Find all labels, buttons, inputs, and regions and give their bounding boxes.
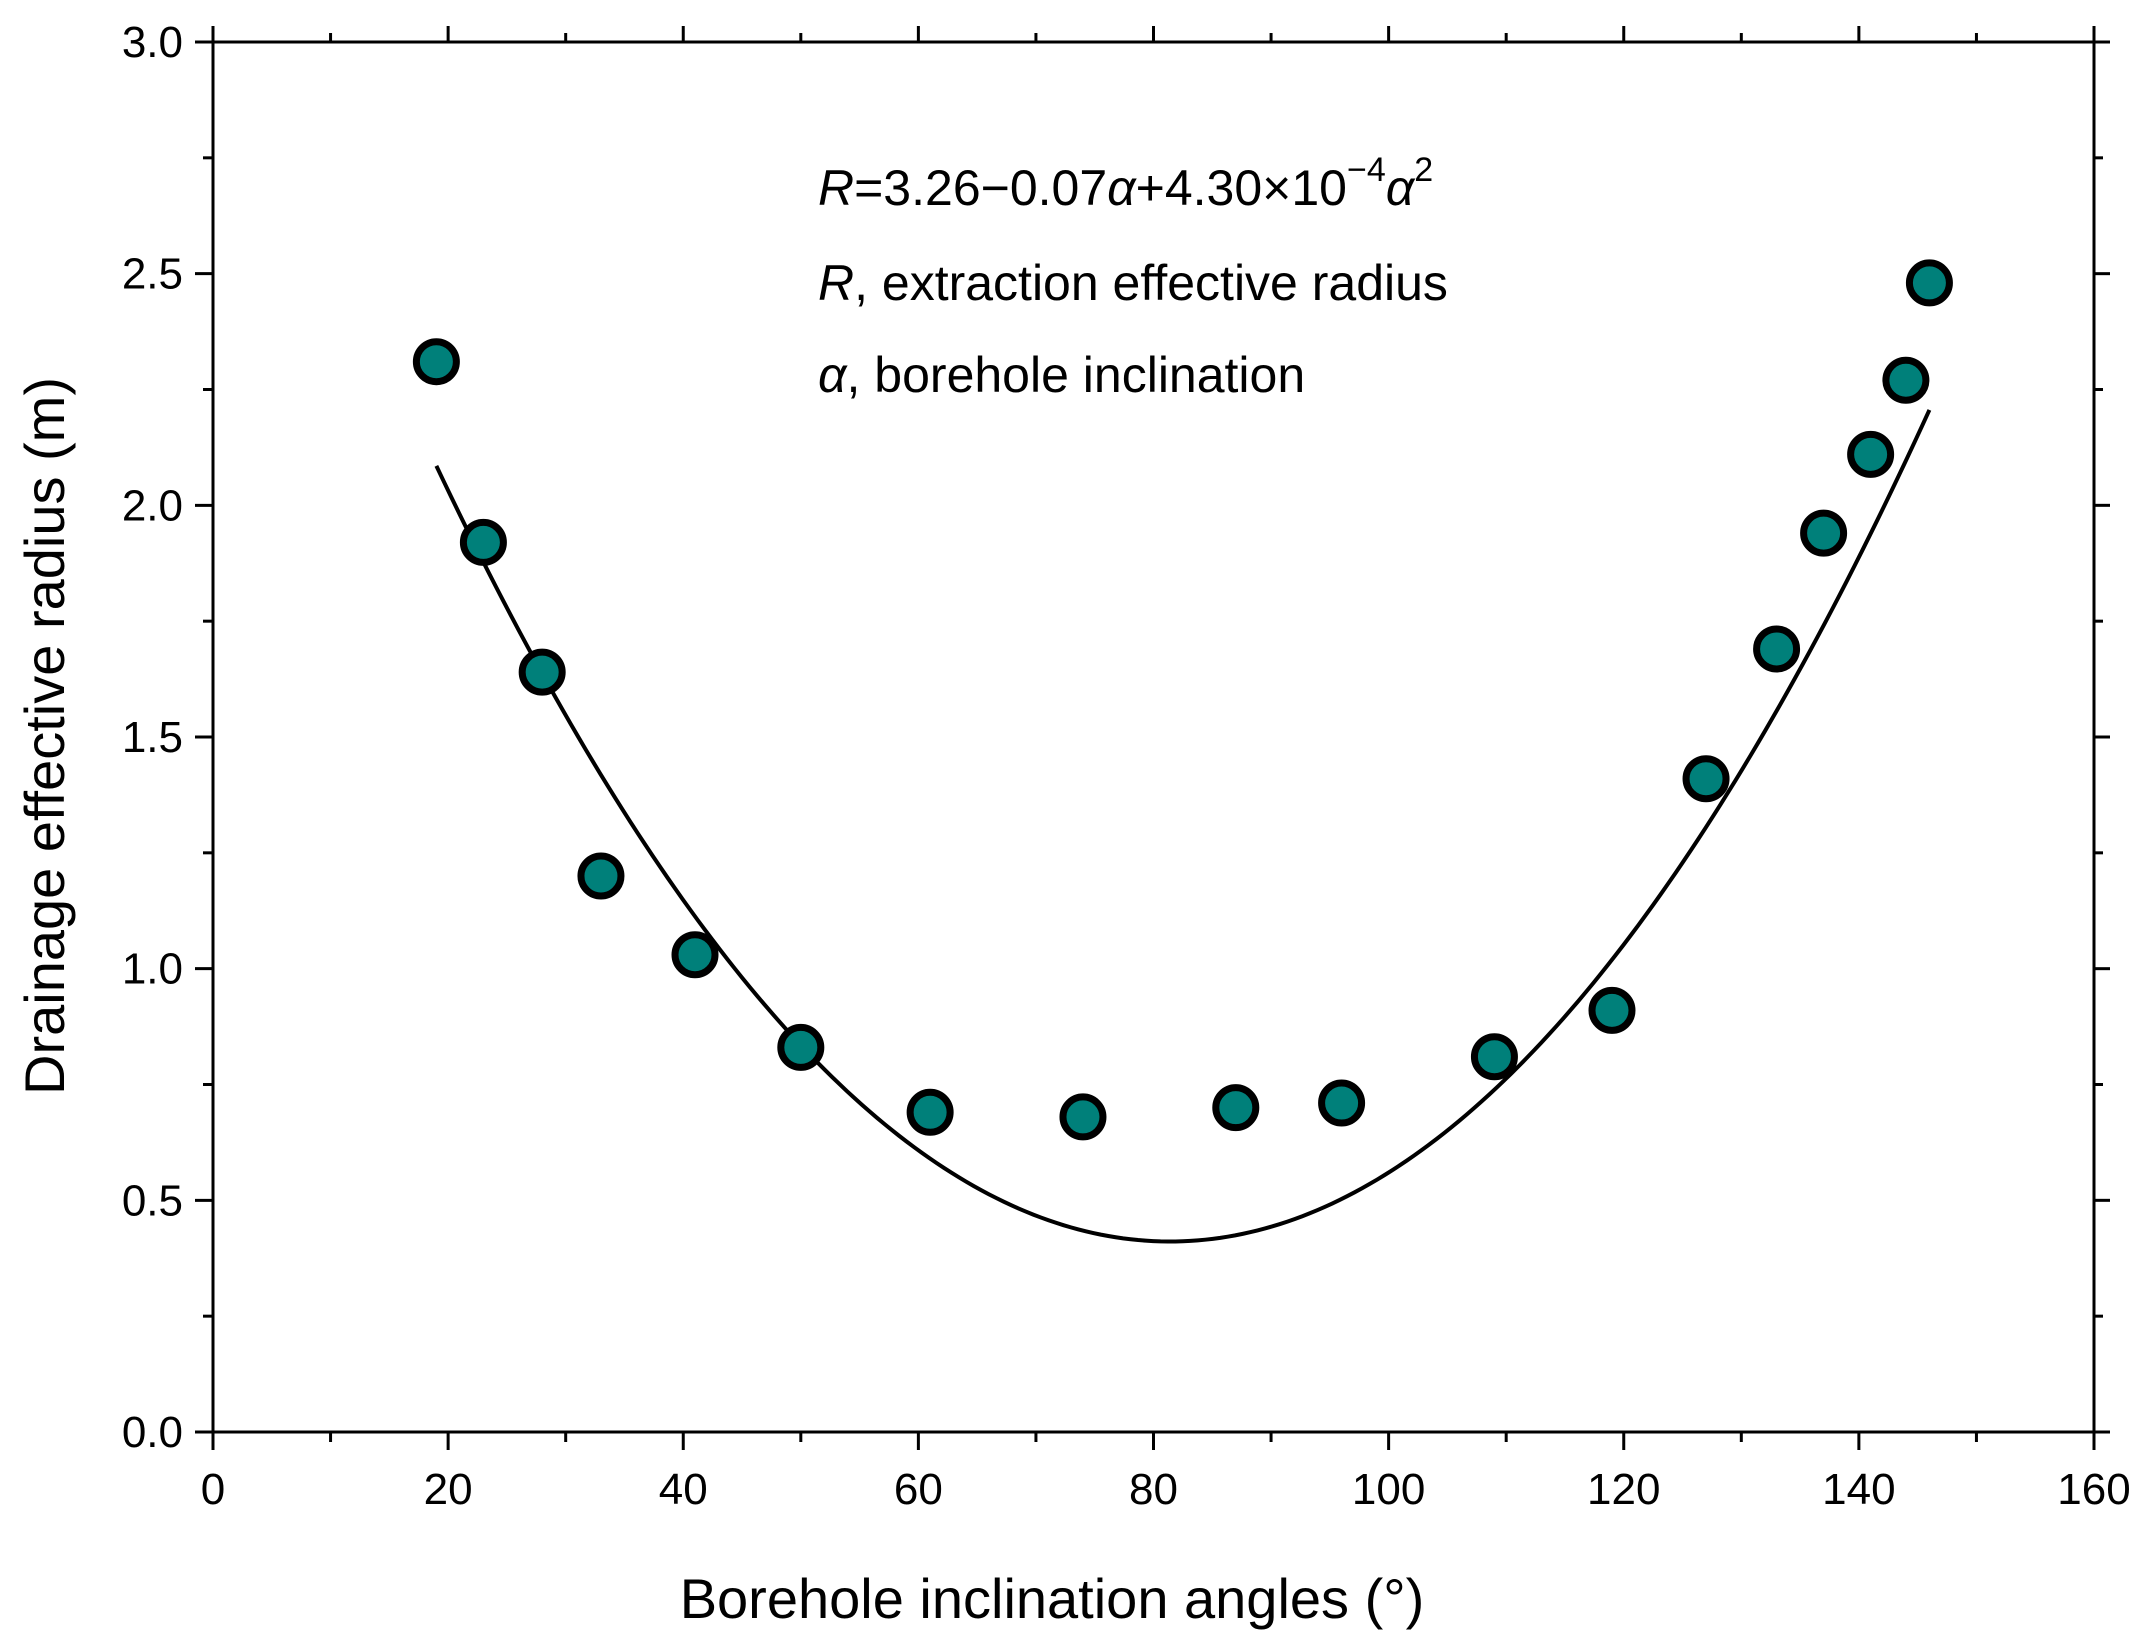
data-point — [1059, 1093, 1107, 1141]
x-tick-label: 40 — [659, 1465, 708, 1514]
data-point — [1318, 1079, 1366, 1127]
legend-alpha-definition: α, borehole inclination — [818, 347, 1305, 403]
data-points-layer — [412, 259, 1953, 1141]
x-tick-label: 120 — [1587, 1465, 1660, 1514]
y-tick-label: 2.5 — [122, 250, 183, 299]
legend-r-text: , extraction effective radius — [854, 255, 1448, 311]
y-tick-label: 0.5 — [122, 1176, 183, 1225]
x-axis-title: Borehole inclination angles (°) — [680, 1567, 1425, 1630]
y-tick-label: 3.0 — [122, 18, 183, 67]
fit-curve — [434, 409, 1932, 1244]
equation-r-symbol: R — [818, 160, 854, 216]
equation-annotation: R=3.26−0.07α+4.30×10−4α2 R, extraction e… — [818, 151, 1448, 403]
equation-alpha-squared: α — [1386, 160, 1416, 216]
data-point — [1682, 755, 1730, 803]
x-tick-label: 140 — [1822, 1465, 1895, 1514]
data-point — [518, 648, 566, 696]
equation-main: =3.26−0.07 — [854, 160, 1107, 216]
equation-alpha: α — [1107, 160, 1137, 216]
data-point — [1847, 430, 1895, 478]
data-point — [906, 1088, 954, 1136]
legend-r-symbol: R — [818, 255, 854, 311]
data-point — [1753, 625, 1801, 673]
equation-exponent: −4 — [1347, 151, 1386, 189]
data-point — [577, 852, 625, 900]
legend-r-definition: R, extraction effective radius — [818, 255, 1448, 311]
data-point — [1800, 509, 1848, 557]
y-axis-ticks: 0.0 0.5 1.0 1.5 2.0 2.5 3.0 — [122, 18, 2110, 1457]
data-point — [1588, 986, 1636, 1034]
x-tick-label: 60 — [894, 1465, 943, 1514]
y-axis-title: Drainage effective radius (m) — [13, 377, 76, 1095]
data-point — [1212, 1084, 1260, 1132]
data-point — [1882, 356, 1930, 404]
y-tick-label: 1.0 — [122, 945, 183, 994]
x-axis-ticks: 0 20 40 60 80 100 120 140 160 — [201, 26, 2131, 1514]
legend-alpha-text: , borehole inclination — [847, 347, 1306, 403]
x-tick-label: 80 — [1129, 1465, 1178, 1514]
data-point — [1905, 259, 1953, 307]
fit-curve-layer — [434, 409, 1932, 1244]
x-tick-label: 20 — [424, 1465, 473, 1514]
y-tick-label: 0.0 — [122, 1408, 183, 1457]
y-tick-label: 1.5 — [122, 713, 183, 762]
equation-text: R=3.26−0.07α+4.30×10−4α2 — [818, 151, 1433, 216]
legend-alpha-symbol: α — [818, 347, 848, 403]
x-tick-label: 0 — [201, 1465, 225, 1514]
equation-middle: +4.30×10 — [1136, 160, 1347, 216]
data-point — [1470, 1033, 1518, 1081]
data-point — [671, 931, 719, 979]
equation-power: 2 — [1414, 151, 1433, 189]
data-point — [412, 338, 460, 386]
data-point — [777, 1023, 825, 1071]
y-tick-label: 2.0 — [122, 481, 183, 530]
data-point — [459, 518, 507, 566]
x-tick-label: 100 — [1352, 1465, 1425, 1514]
x-tick-label: 160 — [2057, 1465, 2130, 1514]
